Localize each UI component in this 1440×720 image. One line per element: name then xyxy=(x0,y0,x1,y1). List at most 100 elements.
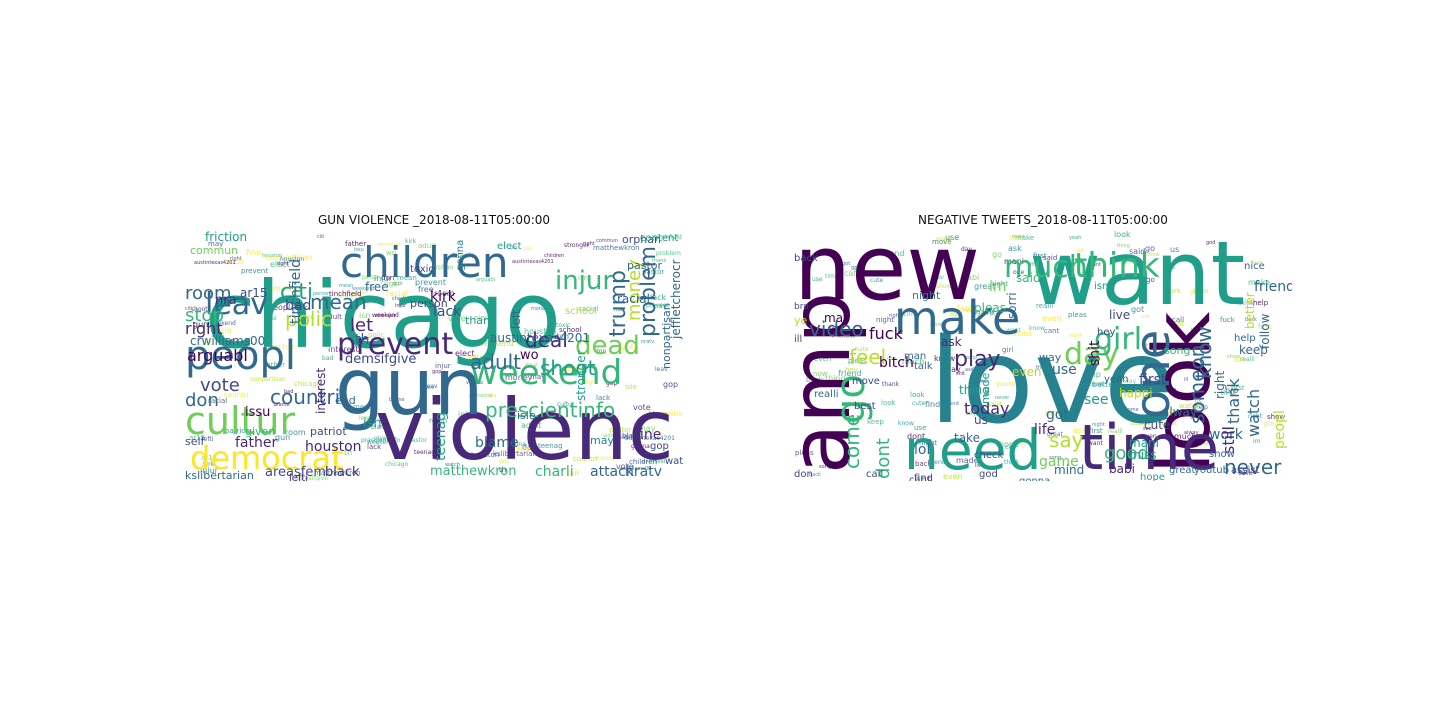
cloud-filler-word: man xyxy=(1199,441,1210,447)
cloud-filler-word: hope xyxy=(999,440,1019,449)
cloud-word: keep xyxy=(1239,343,1268,357)
cloud-word: gonna xyxy=(455,240,466,271)
cloud-filler-word: right xyxy=(277,261,289,267)
cloud-filler-word: lol xyxy=(994,417,1002,425)
cloud-filler-word: nonpartisan xyxy=(265,253,313,262)
cloud-word: peopl xyxy=(185,333,296,379)
cloud-filler-word: girl xyxy=(854,264,865,272)
cloud-word: deal xyxy=(525,328,568,352)
cloud-filler-word: dont xyxy=(907,432,925,441)
cloud-filler-word: tinchfield xyxy=(654,234,682,241)
cloud-word: countri xyxy=(270,385,340,409)
cloud-filler-word: assist xyxy=(1012,330,1032,338)
cloud-filler-word: citi xyxy=(185,306,193,312)
cloud-filler-word: got xyxy=(1131,305,1144,314)
cloud-word: wo xyxy=(520,348,539,363)
cloud-filler-word: find xyxy=(925,400,940,409)
cloud-word: im xyxy=(989,279,1007,295)
cloud-filler-word: mean xyxy=(397,274,417,282)
cloud-filler-word: shit xyxy=(956,371,965,377)
cloud-filler-word: see xyxy=(1055,400,1064,406)
cloud-filler-word: right xyxy=(889,313,901,319)
cloud-filler-word: black xyxy=(452,251,474,260)
cloud-filler-word: think xyxy=(1237,299,1256,307)
cloud-filler-word: right xyxy=(384,280,401,288)
cloud-word: leav xyxy=(205,287,268,322)
cloud-filler-word: gop xyxy=(606,380,617,387)
cloud-word: got xyxy=(1046,407,1069,423)
cloud-filler-word: fine xyxy=(246,248,261,257)
cloud-filler-word: babi xyxy=(962,273,979,282)
cloud-filler-word: violenc xyxy=(466,380,484,386)
cloud-word: gop xyxy=(650,441,669,452)
cloud-filler-word: know xyxy=(1088,381,1104,388)
cloud-word: pastor xyxy=(627,259,662,272)
cloud-filler-word: kslibertarian xyxy=(493,450,537,458)
cloud-filler-word: stronger xyxy=(564,242,590,249)
cloud-filler-word: vote xyxy=(633,403,651,412)
cloud-filler-word: houston xyxy=(280,256,304,263)
cloud-filler-word: adult xyxy=(521,421,541,430)
cloud-filler-word: ask xyxy=(1073,426,1087,435)
cloud-filler-word: school xyxy=(559,326,581,334)
cloud-filler-word: may xyxy=(578,378,593,386)
cloud-word: gun xyxy=(335,343,483,433)
cloud-word: children xyxy=(340,238,509,287)
cloud-word: violenc xyxy=(375,381,674,479)
cloud-filler-word: father xyxy=(264,361,285,369)
cloud-filler-word: pleas xyxy=(848,357,867,365)
cloud-word: look xyxy=(1138,312,1228,474)
cloud-filler-word: watch xyxy=(1179,402,1200,410)
cloud-filler-word: polic xyxy=(368,331,385,339)
cloud-filler-word: bitch xyxy=(825,328,842,336)
cloud-word: lefti xyxy=(289,473,308,481)
cloud-filler-word: gop xyxy=(432,369,441,375)
cloud-filler-word: ar15 xyxy=(201,454,217,462)
cloud-filler-word: adult xyxy=(418,242,436,250)
cloud-filler-word: orphan xyxy=(432,264,453,271)
cloud-word: today xyxy=(964,399,1010,418)
cloud-filler-word: ye xyxy=(1190,288,1198,296)
cloud-word: check xyxy=(974,450,1003,461)
cloud-filler-word: man xyxy=(1030,261,1044,268)
cloud-word: nra xyxy=(215,293,237,308)
cloud-filler-word: bro xyxy=(1225,386,1238,395)
cloud-filler-word: night xyxy=(919,439,937,447)
cloud-filler-word: said xyxy=(1129,247,1145,256)
cloud-filler-word: th xyxy=(344,448,352,457)
cloud-filler-word: lefti xyxy=(468,354,481,362)
cloud-word: problem xyxy=(636,246,661,337)
cloud-word: better xyxy=(1243,292,1257,329)
cloud-word: help xyxy=(1234,333,1256,344)
cloud-filler-word: game xyxy=(976,308,996,316)
cloud-filler-word: deal xyxy=(264,315,277,322)
cloud-word: take xyxy=(954,431,980,445)
cloud-filler-word: black xyxy=(622,432,642,440)
cloud-filler-word: even xyxy=(943,472,963,481)
cloud-filler-word: never xyxy=(963,308,978,314)
cloud-filler-word: weekend xyxy=(209,320,236,327)
cloud-filler-word: lefti xyxy=(202,436,214,443)
cloud-filler-word: right xyxy=(1248,413,1263,420)
cloud-filler-word: weekend xyxy=(372,312,399,319)
cloud-word: lack xyxy=(433,304,462,320)
cloud-filler-word: isle xyxy=(218,326,232,335)
cloud-word: vote xyxy=(200,375,240,396)
cloud-filler-word: may xyxy=(614,307,625,313)
cloud-filler-word: left xyxy=(568,470,580,478)
cloud-word: racial xyxy=(617,292,650,306)
cloud-filler-word: friend xyxy=(928,459,946,466)
cloud-word: chicago xyxy=(205,262,561,369)
cloud-filler-word: interest xyxy=(328,345,359,354)
cloud-filler-word: watch xyxy=(1150,408,1174,417)
cloud-filler-word: even xyxy=(1142,433,1157,440)
cloud-filler-word: adult xyxy=(226,258,244,266)
cloud-filler-word: night xyxy=(1092,422,1105,428)
cloud-filler-word: look xyxy=(881,399,897,407)
cloud-filler-word: call xyxy=(1005,444,1016,451)
cloud-filler-word: room xyxy=(285,428,306,437)
cloud-filler-word: isn xyxy=(578,274,588,282)
cloud-filler-word: houston xyxy=(262,253,282,259)
cloud-filler-word: know xyxy=(898,420,914,427)
cloud-filler-word: isnt xyxy=(1009,234,1022,242)
